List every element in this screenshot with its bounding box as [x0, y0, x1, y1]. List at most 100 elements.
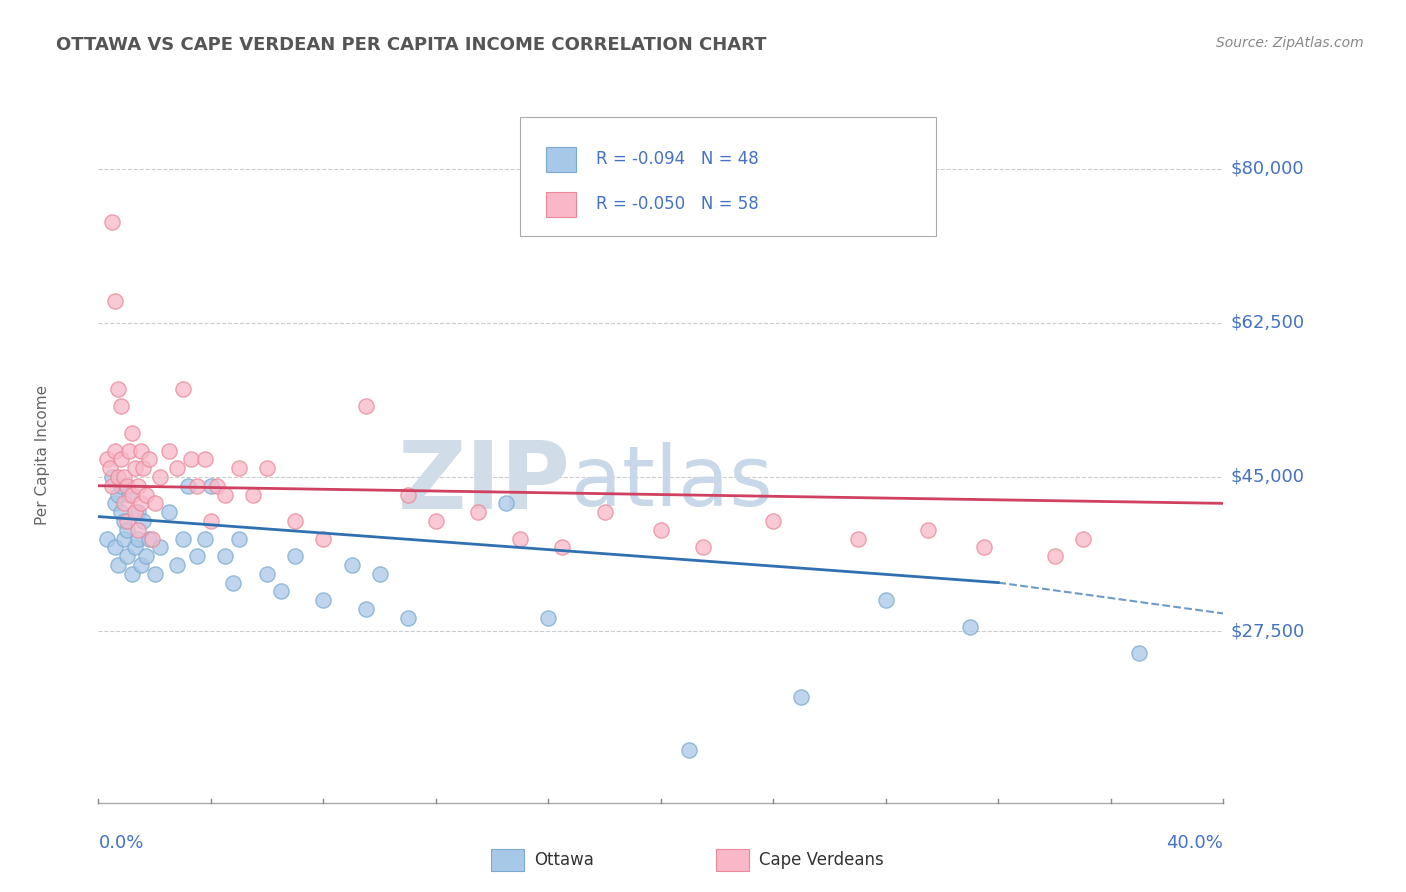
Point	[138, 532, 160, 546]
FancyBboxPatch shape	[546, 146, 576, 172]
Point	[205, 479, 228, 493]
Point	[368, 566, 391, 581]
Point	[118, 487, 141, 501]
Text: $45,000: $45,000	[1230, 468, 1305, 486]
Point	[312, 532, 335, 546]
Point	[917, 523, 939, 537]
Point	[157, 443, 180, 458]
Point	[104, 293, 127, 308]
Point	[166, 558, 188, 572]
Point	[149, 470, 172, 484]
Point	[138, 452, 160, 467]
Point	[121, 487, 143, 501]
Text: Ottawa: Ottawa	[534, 851, 595, 869]
Point	[112, 496, 135, 510]
Point	[112, 514, 135, 528]
Point	[172, 382, 194, 396]
Text: atlas: atlas	[571, 442, 772, 524]
Point	[124, 461, 146, 475]
Point	[180, 452, 202, 467]
Point	[124, 505, 146, 519]
Point	[110, 505, 132, 519]
Point	[200, 514, 222, 528]
Point	[96, 452, 118, 467]
FancyBboxPatch shape	[520, 118, 936, 235]
Point	[149, 541, 172, 555]
Point	[98, 461, 121, 475]
Point	[256, 461, 278, 475]
Text: Source: ZipAtlas.com: Source: ZipAtlas.com	[1216, 36, 1364, 50]
Text: OTTAWA VS CAPE VERDEAN PER CAPITA INCOME CORRELATION CHART: OTTAWA VS CAPE VERDEAN PER CAPITA INCOME…	[56, 36, 766, 54]
Point	[129, 558, 152, 572]
Point	[127, 505, 149, 519]
Point	[107, 470, 129, 484]
Point	[115, 479, 138, 493]
Point	[1071, 532, 1094, 546]
Point	[509, 532, 531, 546]
Point	[1128, 646, 1150, 660]
Point	[354, 400, 377, 414]
Point	[110, 479, 132, 493]
Point	[172, 532, 194, 546]
Point	[1043, 549, 1066, 564]
Point	[340, 558, 363, 572]
Point	[112, 532, 135, 546]
Point	[112, 470, 135, 484]
Point	[101, 214, 124, 228]
Point	[107, 558, 129, 572]
Point	[228, 532, 250, 546]
Point	[143, 496, 166, 510]
Text: 0.0%: 0.0%	[98, 834, 143, 852]
Text: R = -0.050   N = 58: R = -0.050 N = 58	[596, 195, 759, 213]
Point	[101, 470, 124, 484]
Point	[115, 523, 138, 537]
Point	[846, 532, 869, 546]
Point	[132, 461, 155, 475]
Point	[177, 479, 200, 493]
Point	[200, 479, 222, 493]
Point	[129, 496, 152, 510]
Point	[973, 541, 995, 555]
Point	[157, 505, 180, 519]
Point	[104, 443, 127, 458]
Point	[762, 514, 785, 528]
Point	[127, 532, 149, 546]
Point	[312, 593, 335, 607]
Point	[129, 443, 152, 458]
Text: 40.0%: 40.0%	[1167, 834, 1223, 852]
Point	[875, 593, 897, 607]
Point	[96, 532, 118, 546]
Point	[115, 549, 138, 564]
Point	[593, 505, 616, 519]
Point	[214, 487, 236, 501]
Point	[194, 532, 217, 546]
Point	[270, 584, 292, 599]
Point	[396, 611, 419, 625]
Point	[127, 479, 149, 493]
Text: Per Capita Income: Per Capita Income	[35, 384, 49, 525]
Point	[110, 452, 132, 467]
Point	[107, 382, 129, 396]
Text: $62,500: $62,500	[1230, 314, 1305, 332]
Point	[121, 566, 143, 581]
Point	[121, 425, 143, 440]
Point	[135, 487, 157, 501]
Point	[551, 541, 574, 555]
FancyBboxPatch shape	[546, 192, 576, 217]
Point	[118, 443, 141, 458]
Point	[194, 452, 217, 467]
Point	[222, 575, 245, 590]
Point	[101, 479, 124, 493]
Point	[790, 690, 813, 705]
Point	[186, 549, 208, 564]
Point	[495, 496, 517, 510]
Text: $80,000: $80,000	[1230, 160, 1303, 178]
Point	[959, 620, 981, 634]
Point	[467, 505, 489, 519]
Point	[284, 549, 307, 564]
Point	[132, 514, 155, 528]
Point	[214, 549, 236, 564]
Point	[143, 566, 166, 581]
Point	[127, 523, 149, 537]
Text: R = -0.094   N = 48: R = -0.094 N = 48	[596, 150, 759, 169]
